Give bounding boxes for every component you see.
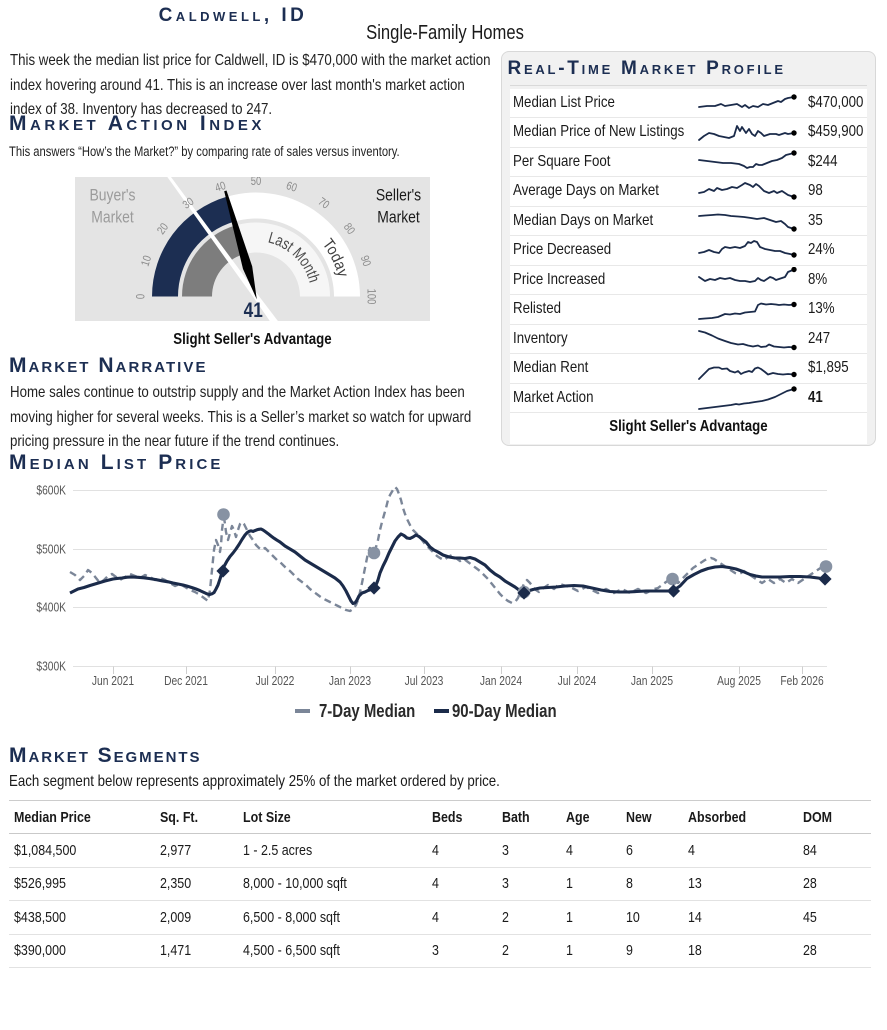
svg-text:$300K: $300K [36, 661, 66, 674]
svg-text:Jan 2023: Jan 2023 [329, 675, 371, 688]
svg-text:Jul 2023: Jul 2023 [405, 675, 444, 688]
svg-text:Jan 2025: Jan 2025 [631, 675, 673, 688]
svg-text:Market: Market [91, 208, 134, 227]
svg-text:60: 60 [284, 179, 298, 195]
svg-text:Jan 2024: Jan 2024 [480, 675, 523, 688]
svg-text:Aug 2025: Aug 2025 [717, 675, 761, 688]
svg-text:0: 0 [134, 294, 147, 299]
svg-text:41: 41 [244, 299, 263, 321]
svg-text:Market: Market [377, 208, 420, 227]
svg-text:40: 40 [213, 179, 227, 195]
svg-text:100: 100 [364, 289, 377, 305]
svg-text:$600K: $600K [36, 485, 66, 498]
svg-text:Buyer's: Buyer's [89, 186, 135, 205]
svg-text:Jul 2022: Jul 2022 [256, 675, 295, 688]
svg-text:Feb 2026: Feb 2026 [780, 675, 823, 688]
svg-text:Jul 2024: Jul 2024 [558, 675, 597, 688]
svg-text:10: 10 [139, 254, 155, 268]
svg-text:90: 90 [358, 254, 374, 268]
svg-text:Dec 2021: Dec 2021 [164, 675, 208, 688]
svg-text:50: 50 [251, 177, 262, 188]
svg-text:$500K: $500K [36, 544, 66, 557]
svg-text:Jun 2021: Jun 2021 [92, 675, 134, 688]
svg-text:$400K: $400K [36, 602, 66, 615]
svg-text:Seller's: Seller's [376, 186, 421, 205]
